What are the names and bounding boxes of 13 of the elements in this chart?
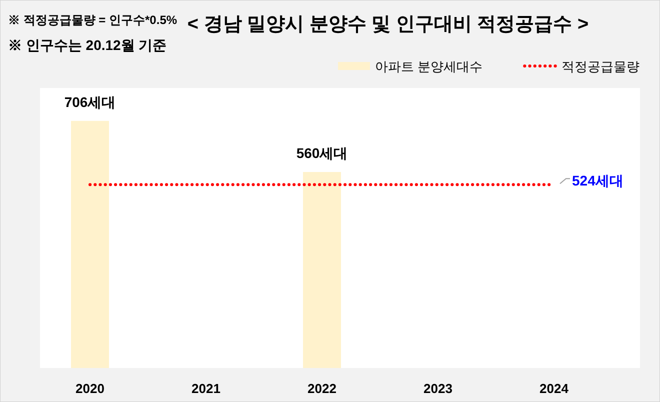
x-tick-label: 2022	[308, 381, 336, 396]
data-label: 560세대	[296, 145, 348, 161]
text: ※ 적정공급물량 = 인구수*0.5%	[8, 13, 178, 27]
data-label: 706세대	[64, 94, 116, 110]
legend-label: 아파트 분양세대수	[375, 59, 483, 74]
x-tick-label: 2023	[424, 381, 452, 396]
data-label: 524세대	[572, 172, 624, 189]
x-tick-label: 2020	[76, 381, 104, 396]
x-tick-label: 2021	[192, 381, 220, 396]
text: ※ 인구수는 20.12월 기준	[8, 37, 167, 53]
chart-title: < 경남 밀양시 분양수 및 인구대비 적정공급수 >	[187, 14, 589, 35]
legend-label: 적정공급물량	[562, 59, 640, 74]
x-tick-label: 2024	[540, 381, 570, 396]
